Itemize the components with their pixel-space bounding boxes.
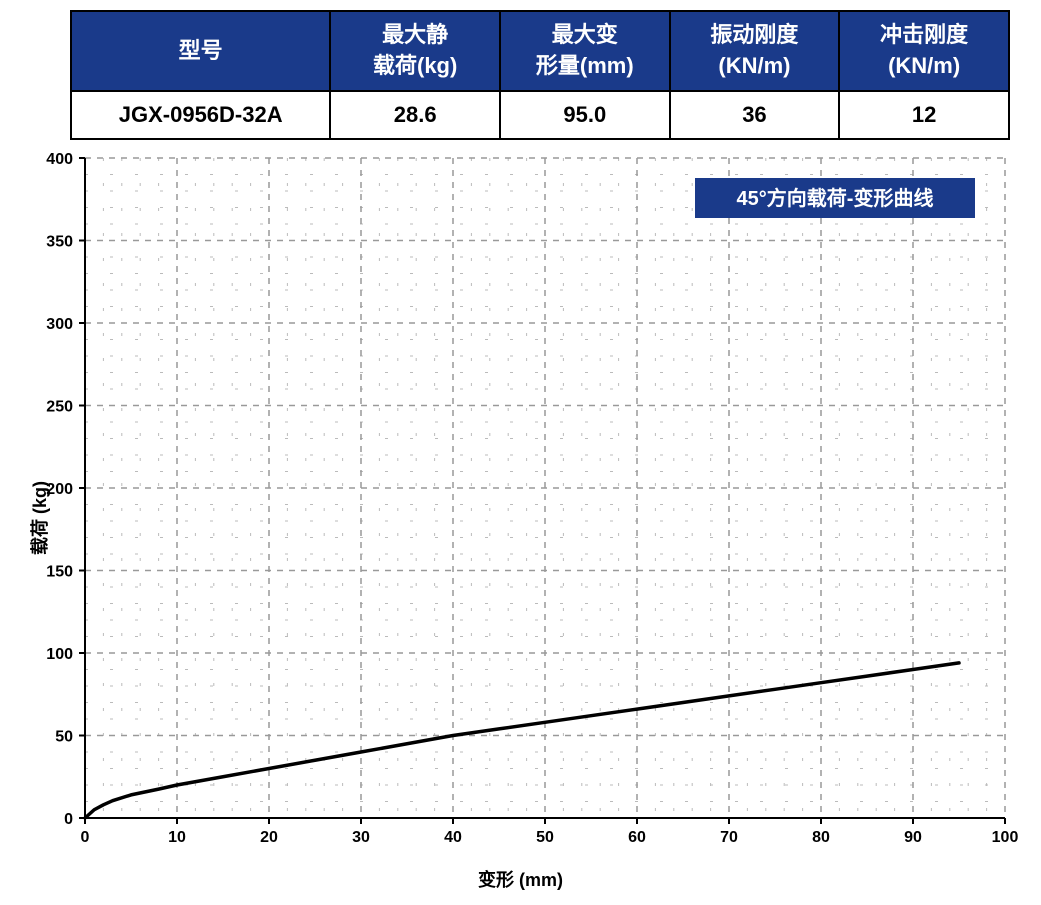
- svg-text:40: 40: [444, 829, 462, 846]
- svg-text:250: 250: [46, 399, 73, 416]
- svg-text:30: 30: [352, 829, 370, 846]
- svg-text:80: 80: [812, 829, 830, 846]
- spec-table: 型号 最大静载荷(kg) 最大变形量(mm) 振动刚度(KN/m) 冲击刚度(K…: [70, 10, 1010, 140]
- spec-header-shockstiff: 冲击刚度(KN/m): [839, 11, 1009, 91]
- spec-data-row: JGX-0956D-32A 28.6 95.0 36 12: [71, 91, 1009, 139]
- svg-text:50: 50: [55, 729, 73, 746]
- svg-text:20: 20: [260, 829, 278, 846]
- svg-text:400: 400: [46, 151, 73, 168]
- svg-text:0: 0: [81, 829, 90, 846]
- svg-text:200: 200: [46, 481, 73, 498]
- spec-header-maxdeform: 最大变形量(mm): [500, 11, 670, 91]
- svg-text:10: 10: [168, 829, 186, 846]
- spec-cell-maxdeform: 95.0: [500, 91, 670, 139]
- svg-text:60: 60: [628, 829, 646, 846]
- svg-text:45°方向载荷-变形曲线: 45°方向载荷-变形曲线: [737, 186, 934, 210]
- svg-text:100: 100: [46, 646, 73, 663]
- spec-header-row: 型号 最大静载荷(kg) 最大变形量(mm) 振动刚度(KN/m) 冲击刚度(K…: [71, 11, 1009, 91]
- spec-cell-maxload: 28.6: [330, 91, 500, 139]
- spec-header-maxload: 最大静载荷(kg): [330, 11, 500, 91]
- spec-header-model: 型号: [71, 11, 330, 91]
- chart-container: 载荷 (kg) 变形 (mm) 010203040506070809010005…: [10, 148, 1031, 888]
- svg-text:50: 50: [536, 829, 554, 846]
- chart-svg: 0 10 20 30 40 50 60 70 80 90 100 0 50 100 150 200 250 300…: [10, 148, 1031, 868]
- spec-header-vibstiff: 振动刚度(KN/m): [670, 11, 840, 91]
- svg-text:300: 300: [46, 316, 73, 333]
- svg-text:100: 100: [992, 829, 1019, 846]
- svg-text:0: 0: [64, 811, 73, 828]
- svg-text:350: 350: [46, 234, 73, 251]
- spec-cell-shockstiff: 12: [839, 91, 1009, 139]
- svg-text:70: 70: [720, 829, 738, 846]
- x-axis-label: 变形 (mm): [478, 866, 563, 892]
- svg-text:90: 90: [904, 829, 922, 846]
- svg-text:150: 150: [46, 564, 73, 581]
- spec-cell-model: JGX-0956D-32A: [71, 91, 330, 139]
- spec-cell-vibstiff: 36: [670, 91, 840, 139]
